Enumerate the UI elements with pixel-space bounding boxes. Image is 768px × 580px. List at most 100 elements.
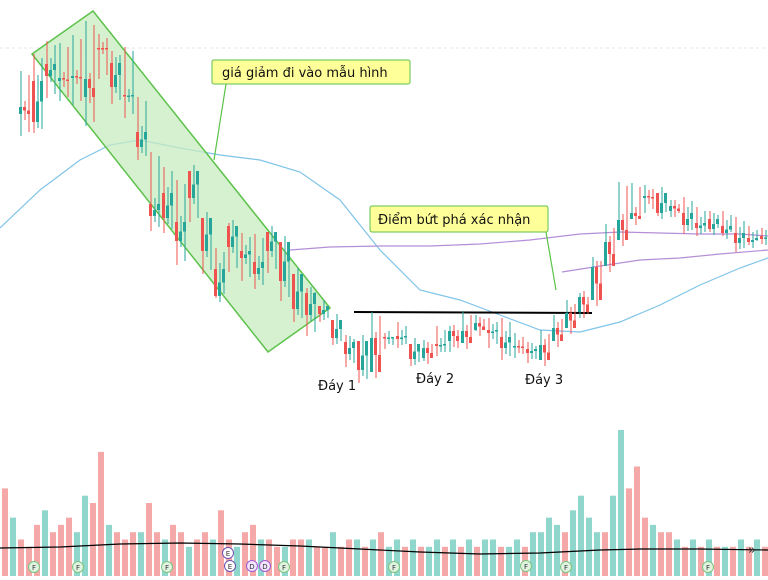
candle-up [309,287,312,321]
volume-bar [274,546,280,576]
volume-bar [194,539,200,576]
candle-down [378,316,381,372]
candle-down [374,332,377,378]
candle-body [677,208,680,211]
candle-down [586,297,589,314]
candle-body [374,338,377,355]
event-marker-circle [520,560,532,572]
candle-up [712,213,715,235]
candle-body [166,205,169,218]
candle-up [296,268,299,315]
candle-body [552,328,555,341]
candle-down [292,274,295,322]
volume-bar [370,539,376,576]
bottom-2-label: Đáy 2 [416,372,454,387]
candle-down [612,228,615,266]
candle-body [647,196,650,198]
event-marker-letter: F [392,564,396,572]
candle-up [157,156,160,227]
candle-body [409,344,412,359]
candle-body [296,291,299,309]
candle-body [469,337,472,343]
candle-body [305,293,308,315]
volume-bar [410,539,416,576]
candle-body [396,336,399,339]
volume-bar [714,546,720,576]
volume-bar [138,532,144,576]
candle-body [500,337,503,348]
candle-up [461,311,464,343]
event-marker: F [72,561,84,573]
candle-body [227,226,230,247]
volume-bar [314,546,320,576]
volume-bar [578,495,584,576]
volume-bar [626,488,632,576]
event-marker-letter: D [262,563,267,571]
candle-body [357,341,360,370]
candle-body [235,226,238,237]
volume-bar [538,532,544,576]
candle-body [322,310,325,314]
candle-body [760,236,763,239]
candle-down [409,344,412,366]
candle-down [357,341,360,383]
candle-body [547,352,550,360]
bottom-1-label: Đáy 1 [318,379,356,394]
candle-body [127,95,130,97]
candle-body [699,225,702,228]
candle-body [240,251,243,258]
candle-body [365,341,368,356]
volume-bar [402,546,408,576]
candle-body [209,218,212,235]
candle-up [443,330,446,352]
volume-bar [322,546,328,576]
candle-body [27,110,30,114]
candle-down [677,204,680,213]
candle-up [352,339,355,363]
candle-up [300,274,303,318]
event-marker-letter: F [32,564,36,572]
volume-bar [506,546,512,576]
candle-body [643,196,646,198]
candle-body [105,48,108,50]
candle-body [300,274,303,292]
candle-down [456,330,459,348]
candle-up [248,237,251,277]
candle-body [491,331,494,333]
candle-body [695,223,698,228]
volume-bar [386,546,392,576]
volume-bar [242,532,248,576]
candle-body [517,346,520,348]
candle-down [97,34,100,79]
volume-bar [482,539,488,576]
candle-up [313,292,316,332]
candle-body [621,220,624,230]
volume-ma-line [0,542,768,555]
candle-body [144,132,147,140]
event-marker: F [28,561,40,573]
candle-body [162,193,165,218]
candle-up [764,230,767,245]
candle-up [495,322,498,344]
candle-up [339,320,342,341]
candle-body [62,78,65,80]
candle-down [344,335,347,367]
event-marker: F [560,561,572,573]
candle-up [534,346,537,359]
candle-down [526,342,529,363]
candle-body [292,274,295,309]
event-marker-circle [222,547,234,559]
candle-body [266,232,269,251]
ma-fast-line [0,139,768,333]
candle-body [586,304,589,312]
volume-bar [490,539,496,576]
candle-down [318,306,321,322]
candle-down [396,322,399,348]
candle-body [465,331,468,337]
volume-bar [170,524,176,576]
volume-bar [642,517,648,576]
event-marker-letter: F [706,564,710,572]
candle-body [53,64,56,70]
scroll-right-icon[interactable]: » [748,543,756,558]
